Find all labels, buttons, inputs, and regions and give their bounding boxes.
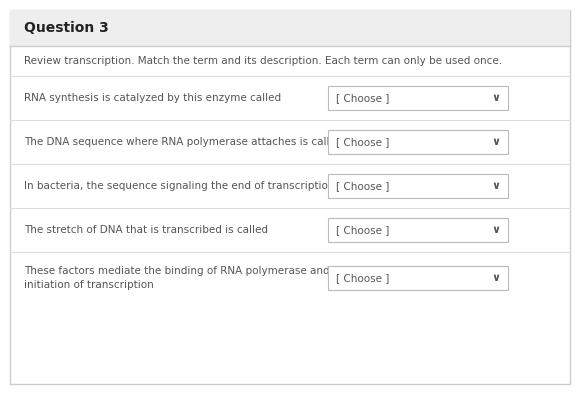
Text: ∨: ∨ (491, 93, 501, 103)
Text: ∨: ∨ (491, 181, 501, 191)
Text: [ Choose ]: [ Choose ] (336, 137, 389, 147)
Text: Question 3: Question 3 (24, 21, 109, 35)
Text: ∨: ∨ (491, 137, 501, 147)
FancyBboxPatch shape (10, 10, 570, 384)
FancyBboxPatch shape (328, 266, 508, 290)
Text: RNA synthesis is catalyzed by this enzyme called: RNA synthesis is catalyzed by this enzym… (24, 93, 281, 103)
Text: The stretch of DNA that is transcribed is called: The stretch of DNA that is transcribed i… (24, 225, 268, 235)
Text: Review transcription. Match the term and its description. Each term can only be : Review transcription. Match the term and… (24, 56, 502, 66)
Text: The DNA sequence where RNA polymerase attaches is called: The DNA sequence where RNA polymerase at… (24, 137, 343, 147)
FancyBboxPatch shape (328, 218, 508, 242)
FancyBboxPatch shape (328, 130, 508, 154)
Text: ∨: ∨ (491, 273, 501, 283)
Text: ∨: ∨ (491, 225, 501, 235)
FancyBboxPatch shape (328, 86, 508, 110)
Text: These factors mediate the binding of RNA polymerase and the
initiation of transc: These factors mediate the binding of RNA… (24, 266, 350, 290)
Text: [ Choose ]: [ Choose ] (336, 93, 389, 103)
Text: In bacteria, the sequence signaling the end of transcription is called: In bacteria, the sequence signaling the … (24, 181, 380, 191)
FancyBboxPatch shape (10, 10, 570, 46)
Text: [ Choose ]: [ Choose ] (336, 273, 389, 283)
FancyBboxPatch shape (328, 174, 508, 198)
Text: [ Choose ]: [ Choose ] (336, 225, 389, 235)
Text: [ Choose ]: [ Choose ] (336, 181, 389, 191)
